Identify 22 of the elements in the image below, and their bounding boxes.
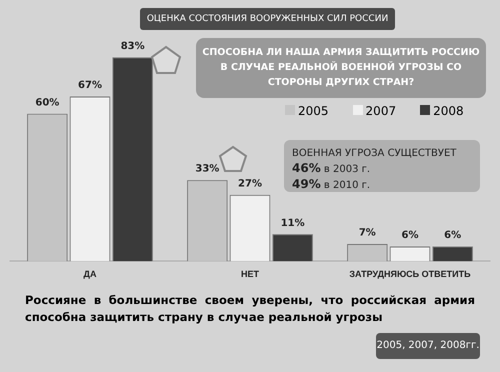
text: 2005, 2007, 2008гг. — [376, 333, 480, 359]
x-tick-label: ЗАТРУДНЯЮСЬ ОТВЕТИТЬ — [349, 269, 472, 280]
data-label: 7% — [358, 228, 376, 239]
data-label: 33% — [195, 164, 220, 175]
annotation: ВОЕННАЯ УГРОЗА СУЩЕСТВУЕТ — [292, 147, 458, 161]
data-label: 67% — [78, 80, 102, 92]
annotation: 46% в 2003 г. — [292, 161, 372, 177]
text: Россияне в большинстве своем уверены, что российская армия способна защитить страну в случае реальной угрозы — [25, 292, 475, 326]
annotation: 49% в 2010 г. — [292, 177, 372, 193]
data-label: 6% — [402, 230, 418, 242]
data-label: 60% — [35, 97, 60, 108]
chart-title: ОЦЕНКА СОСТОЯНИЯ ВООРУЖЕННЫХ СИЛ РОССИИ — [140, 8, 395, 30]
legend-label: 2005 — [297, 104, 329, 118]
data-label: 6% — [444, 230, 462, 242]
x-tick-label: ДА — [84, 269, 97, 280]
legend-label: 2007 — [364, 104, 396, 118]
data-label: 83% — [120, 40, 145, 52]
data-label: 27% — [238, 178, 262, 190]
legend-label: 2008 — [432, 104, 464, 118]
data-label: 11% — [280, 218, 305, 229]
text: СПОСОБНА ЛИ НАША АРМИЯ ЗАЩИТИТЬ РОССИЮ В СЛУЧАЕ РЕАЛЬНОЙ ВОЕННОЙ УГРОЗЫ СО СТОРОНЫ ДРУГИХ СТРАН? — [196, 38, 486, 98]
x-tick-label: НЕТ — [241, 269, 260, 280]
